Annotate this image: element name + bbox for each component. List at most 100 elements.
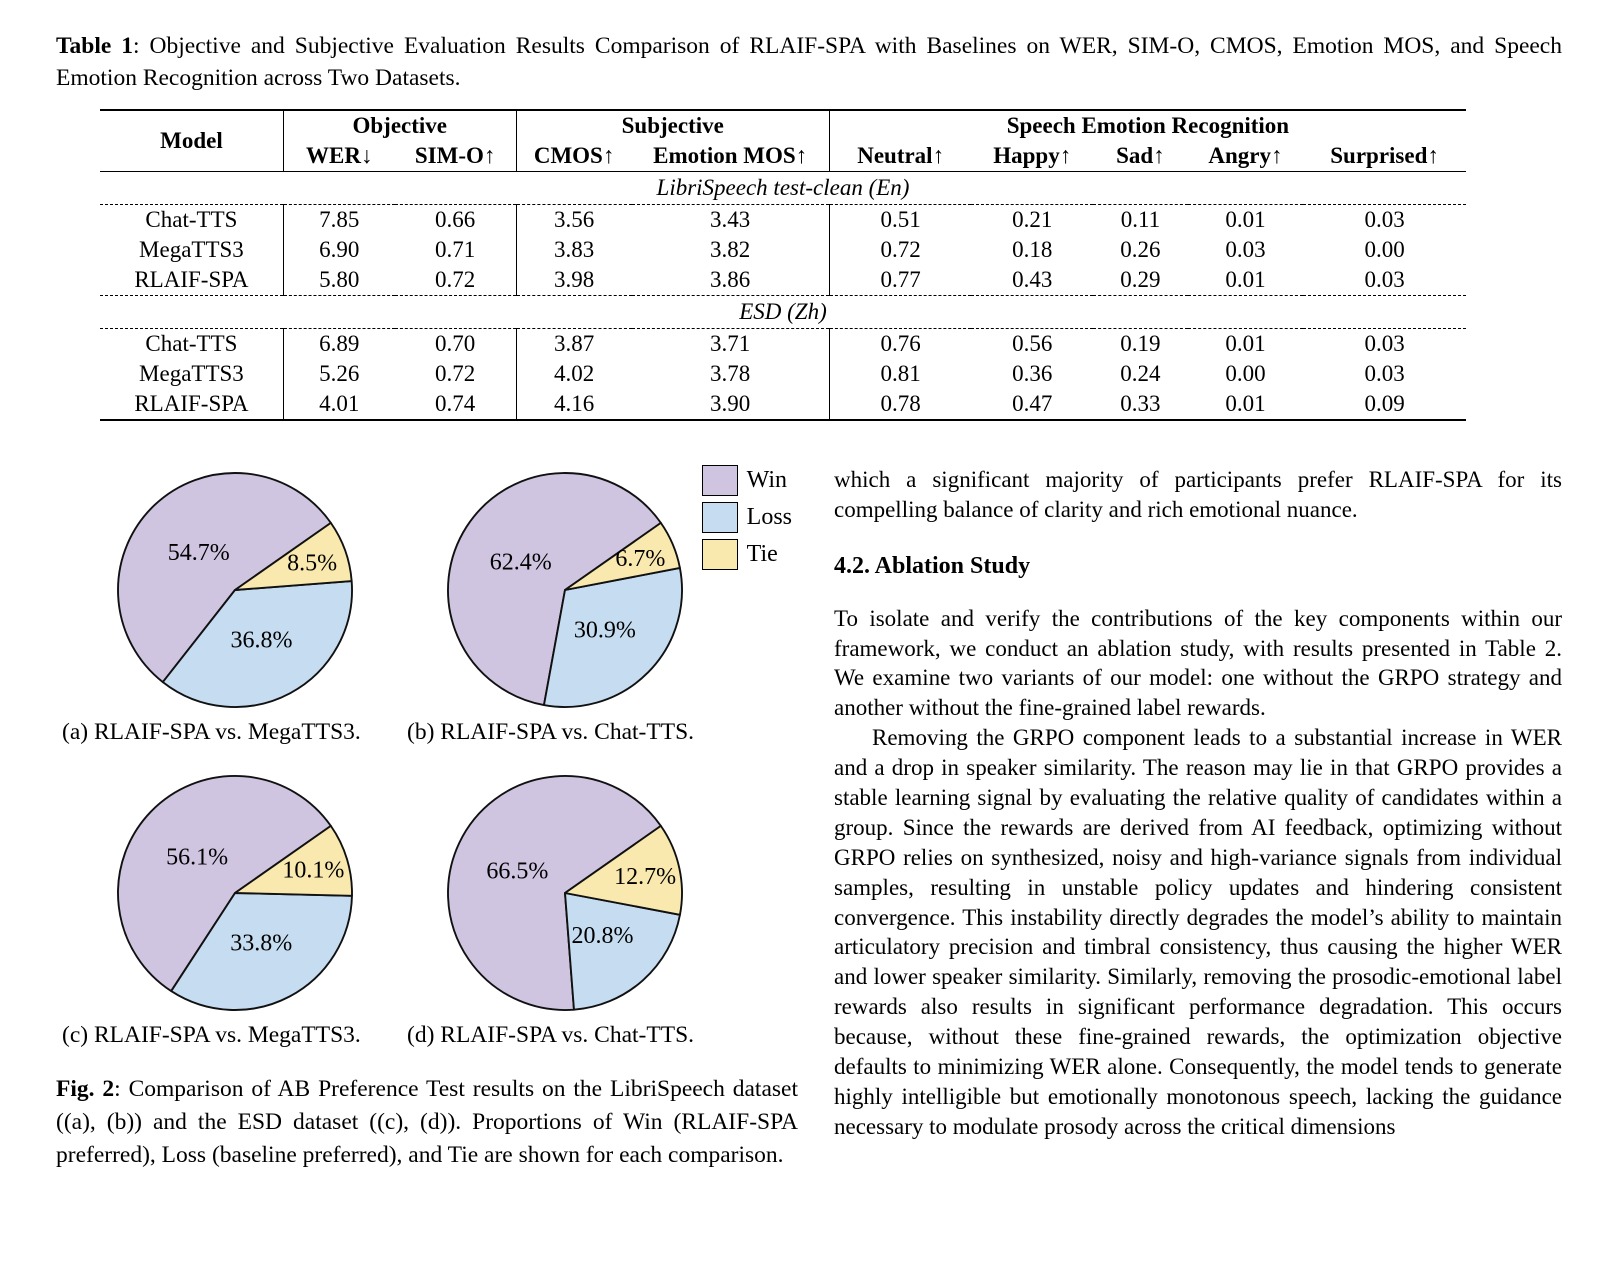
table1-caption-text: : Objective and Subjective Evaluation Re…: [56, 33, 1562, 92]
value-cell: 0.29: [1120, 266, 1161, 292]
pie-caption-c: (c) RLAIF-SPA vs. MegaTTS3.: [62, 1021, 361, 1048]
value-cell: 6.89: [319, 330, 360, 356]
pie-value-label-tie: 6.7%: [615, 546, 665, 572]
pie-slice-tie: [564, 521, 681, 591]
legend-item-win: Win: [701, 464, 792, 496]
value-cell: 0.81: [880, 360, 921, 386]
value-cell: 3.90: [631, 388, 830, 420]
col-header-neutral: Neutral↑: [829, 140, 972, 172]
text-column: which a significant majority of particip…: [834, 465, 1562, 1172]
value-cell: 4.01: [319, 390, 360, 416]
figure2-caption: Fig. 2: Comparison of AB Preference Test…: [56, 1073, 798, 1172]
figure2-caption-label: Fig. 2: [56, 1075, 115, 1102]
model-name-cell: MegaTTS3: [100, 234, 284, 265]
paragraph-ablation-2: Removing the GRPO component leads to a s…: [834, 725, 1562, 1139]
value-cell: 0.18: [1012, 236, 1053, 262]
value-cell: 3.78: [631, 358, 830, 389]
legend-label-loss: Loss: [746, 503, 792, 530]
results-table: Model Objective Subjective Speech Emotio…: [100, 108, 1466, 421]
table-row: MegaTTS3 5.26 0.72 4.02 3.78 0.81 0.36 0.24 0.00…: [100, 358, 1466, 389]
dataset-section-title: ESD (Zh): [100, 294, 1466, 329]
legend-swatch-win: [701, 464, 738, 496]
pie-slice-tie: [564, 824, 683, 916]
value-cell: 0.26: [1120, 236, 1161, 262]
value-cell: 0.36: [1012, 360, 1053, 386]
value-cell: 0.66: [394, 204, 517, 235]
value-cell: 3.87: [553, 330, 595, 356]
value-cell: 3.83: [553, 236, 595, 262]
value-cell: 0.01: [1225, 330, 1266, 356]
value-cell: 0.19: [1120, 330, 1161, 356]
legend-swatch-loss: [701, 501, 738, 533]
pie-slice-loss: [161, 579, 353, 708]
pie-row-bottom: 56.1% 33.8% 10.1% 66.5% 20.8% 12.7%: [56, 768, 798, 1018]
pie-value-label-loss: 36.8%: [231, 627, 293, 653]
paragraph-ablation-1: To isolate and verify the contributions …: [834, 605, 1562, 721]
pie-value-label-tie: 12.7%: [614, 864, 676, 890]
figure2-caption-text: : Comparison of AB Preference Test resul…: [56, 1075, 799, 1168]
value-cell: 0.24: [1120, 360, 1161, 386]
value-cell: 5.26: [319, 360, 360, 386]
value-cell: 0.47: [1012, 390, 1053, 416]
group-header-row: Model Objective Subjective Speech Emotio…: [100, 109, 1466, 172]
col-header-wer: WER↓: [283, 140, 395, 172]
value-cell: 0.77: [880, 266, 921, 292]
value-cell: 3.71: [631, 328, 830, 359]
model-name-cell: Chat-TTS: [100, 204, 284, 235]
pie-slice-win: [117, 774, 332, 992]
section-heading-ablation: 4.2. Ablation Study: [834, 552, 1031, 579]
table-row: Chat-TTS 7.85 0.66 3.56 3.43 0.51 0.21 0.11 0.01…: [100, 204, 1466, 235]
value-cell: 0.01: [1225, 206, 1266, 232]
col-header-surprised: Surprised↑: [1303, 140, 1466, 172]
value-cell: 0.72: [394, 358, 517, 389]
value-cell: 0.03: [1225, 236, 1266, 262]
value-cell: 3.86: [631, 264, 830, 296]
value-cell: 4.02: [553, 360, 595, 386]
value-cell: 0.09: [1364, 390, 1405, 416]
legend-label-win: Win: [746, 466, 788, 493]
legend-label-tie: Tie: [746, 540, 778, 567]
pie-value-label-win: 54.7%: [168, 540, 230, 566]
pie-captions-top: (a) RLAIF-SPA vs. MegaTTS3. (b) RLAIF-SP…: [56, 719, 798, 746]
col-header-model: Model: [100, 109, 284, 172]
legend-item-loss: Loss: [701, 501, 792, 533]
pie-slice-win: [447, 471, 662, 706]
model-name-cell: MegaTTS3: [100, 358, 284, 389]
value-cell: 0.03: [1364, 330, 1405, 356]
pie-slice-loss: [170, 891, 353, 1011]
pie-value-label-loss: 33.8%: [230, 931, 292, 957]
col-header-sad: Sad↑: [1093, 140, 1188, 172]
col-group-objective: Objective: [283, 109, 517, 141]
pie-value-label-win: 62.4%: [490, 549, 552, 575]
value-cell: 7.85: [319, 206, 360, 232]
col-group-subjective: Subjective: [516, 109, 830, 141]
pie-value-label-tie: 10.1%: [282, 857, 344, 883]
dataset-section-title: LibriSpeech test-clean (En): [100, 171, 1466, 205]
pie-caption-a: (a) RLAIF-SPA vs. MegaTTS3.: [62, 718, 361, 745]
col-header-emotion-mos: Emotion MOS↑: [631, 140, 830, 172]
paragraph-intro: which a significant majority of particip…: [834, 466, 1562, 522]
model-name-cell: RLAIF-SPA: [100, 264, 284, 296]
col-group-speech-emotion-recognition: Speech Emotion Recognition: [1006, 112, 1290, 138]
pie-slice-win: [117, 471, 332, 683]
section-row: ESD (Zh): [100, 294, 1466, 329]
pie-row-top: 54.7% 36.8% 8.5% 62.4% 30.9% 6.7% Win Loss Tie: [56, 464, 798, 715]
value-cell: 0.72: [880, 236, 921, 262]
model-name-cell: Chat-TTS: [100, 328, 284, 359]
table-row: RLAIF-SPA 5.80 0.72 3.98 3.86 0.77 0.43 0.29 0.0…: [100, 264, 1466, 296]
table-row: MegaTTS3 6.90 0.71 3.83 3.82 0.72 0.18 0.26 0.03…: [100, 234, 1466, 265]
table1-caption-label: Table 1: [56, 33, 134, 59]
value-cell: 0.03: [1364, 360, 1405, 386]
value-cell: 5.80: [319, 266, 360, 292]
paper-page: Table 1: Objective and Subjective Evalua…: [56, 33, 1562, 1172]
section-row: LibriSpeech test-clean (En): [100, 171, 1466, 205]
value-cell: 0.01: [1225, 266, 1266, 292]
value-cell: 0.01: [1225, 390, 1266, 416]
value-cell: 0.21: [1012, 206, 1053, 232]
pie-slice-loss: [564, 891, 681, 1011]
table-row: RLAIF-SPA 4.01 0.74 4.16 3.90 0.78 0.47 0.33 0.0…: [100, 388, 1466, 420]
col-header-happy: Happy↑: [971, 140, 1094, 172]
value-cell: 0.76: [880, 330, 921, 356]
pie-value-label-loss: 20.8%: [572, 923, 634, 949]
pie-slice-tie: [234, 824, 353, 897]
